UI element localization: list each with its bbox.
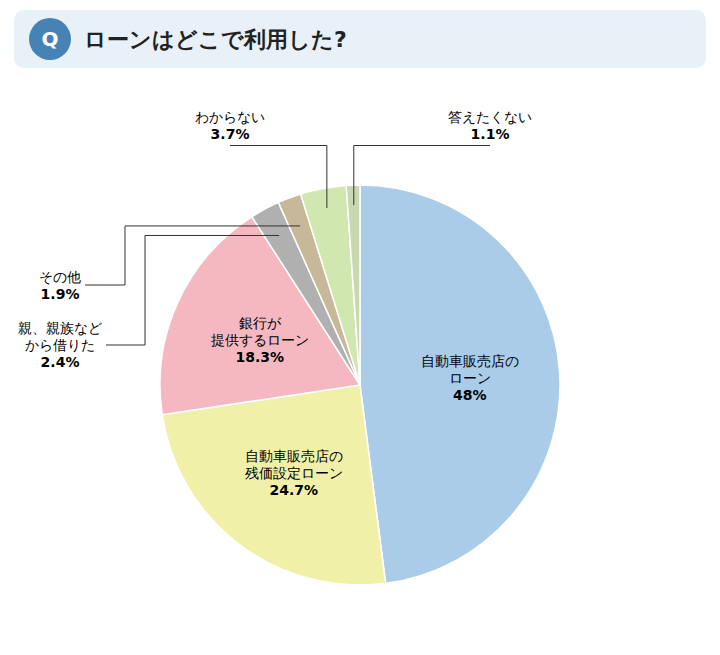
- pie-slice: [301, 185, 360, 385]
- slice-label-line: 自動車販売店の: [421, 353, 519, 369]
- pie-slice: [346, 185, 360, 385]
- slice-label-line: ローン: [449, 370, 491, 386]
- title-badge: Q: [41, 27, 58, 51]
- slice-label: 銀行が提供するローン: [211, 315, 309, 348]
- header-background: [14, 10, 706, 68]
- slice-label: その他: [39, 269, 81, 285]
- leader-line: [85, 226, 300, 285]
- slice-label-line: 答えたくない: [448, 109, 532, 125]
- value-label: 48%: [453, 387, 487, 403]
- header: Q ローンはどこで利用した?: [14, 10, 706, 68]
- slice-label: 親、親族などから借りた: [18, 320, 102, 353]
- slice-label-line: その他: [39, 269, 81, 285]
- value-label: 1.1%: [471, 126, 510, 142]
- slice-label: わからない: [195, 109, 265, 125]
- slice-label-line: から借りた: [25, 337, 95, 353]
- value-label: 2.4%: [41, 354, 80, 370]
- data-label: 銀行が提供するローン18.3%: [211, 315, 309, 365]
- title-badge-circle: [29, 18, 71, 60]
- pie-slice: [162, 385, 385, 585]
- slice-label: 自動車販売店のローン: [421, 353, 519, 386]
- value-label: 24.7%: [269, 482, 318, 498]
- data-label: 親、親族などから借りた2.4%: [18, 320, 102, 370]
- pie-slice: [360, 185, 560, 583]
- data-labels: 自動車販売店のローン48%自動車販売店の残価設定ローン24.7%銀行が提供するロ…: [18, 109, 532, 498]
- value-label: 18.3%: [236, 349, 285, 365]
- slice-label-line: 残価設定ローン: [245, 465, 343, 481]
- data-label: 自動車販売店の残価設定ローン24.7%: [245, 448, 343, 498]
- leader-line: [354, 146, 490, 206]
- data-label: 自動車販売店のローン48%: [421, 353, 519, 403]
- data-label: 答えたくない1.1%: [448, 109, 532, 142]
- slice-label: 自動車販売店の残価設定ローン: [245, 448, 343, 481]
- value-label: 1.9%: [41, 286, 80, 302]
- title: ローンはどこで利用した?: [84, 27, 347, 52]
- pie: [160, 185, 560, 585]
- slice-label: 答えたくない: [448, 109, 532, 125]
- leader-lines: [85, 146, 490, 346]
- value-label: 3.7%: [211, 126, 250, 142]
- slice-label-line: わからない: [195, 109, 265, 125]
- data-label: わからない3.7%: [195, 109, 265, 142]
- slice-label-line: 提供するローン: [211, 332, 309, 348]
- slice-label-line: 自動車販売店の: [245, 448, 343, 464]
- chart: Qローンはどこで利用した?自動車販売店のローン48%自動車販売店の残価設定ローン…: [0, 0, 720, 655]
- slice-label-line: 銀行が: [239, 315, 282, 331]
- slice-label-line: 親、親族など: [18, 320, 102, 336]
- leader-line: [106, 235, 279, 345]
- leader-line: [230, 146, 327, 209]
- data-label: その他1.9%: [39, 269, 81, 302]
